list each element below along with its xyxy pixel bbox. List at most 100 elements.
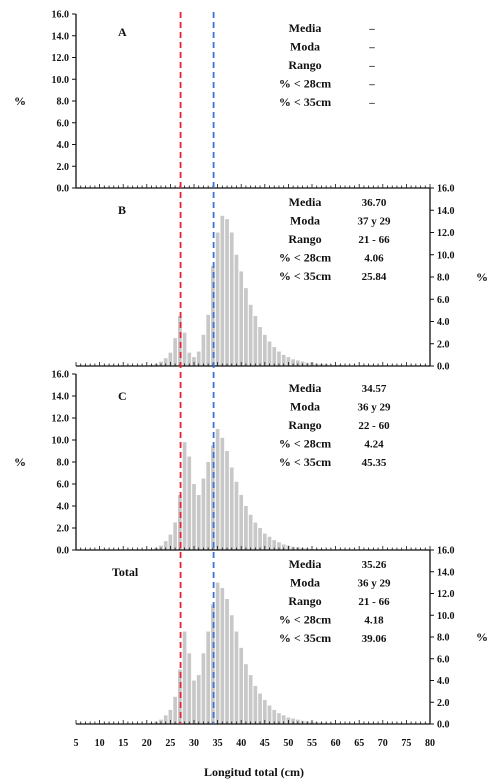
- x-tick-label: 70: [378, 738, 388, 749]
- bar: [196, 495, 201, 550]
- panel-label: B: [118, 203, 126, 217]
- bar: [277, 713, 281, 725]
- bar: [239, 495, 244, 550]
- y-tick-label: 16.0: [437, 546, 455, 557]
- bar: [173, 522, 177, 550]
- bar: [248, 304, 253, 366]
- threshold-lines: [179, 12, 215, 724]
- bar: [201, 478, 206, 550]
- bar: [163, 715, 168, 724]
- y-tick-label: 10.0: [437, 250, 455, 261]
- y-tick-label: 12.0: [437, 589, 455, 600]
- bar: [267, 341, 272, 366]
- bar: [196, 351, 201, 366]
- bar: [192, 680, 196, 724]
- bar: [182, 442, 187, 550]
- stat-value: –: [368, 60, 375, 72]
- bar: [229, 615, 234, 724]
- bar: [234, 631, 239, 724]
- bar: [229, 467, 234, 550]
- bar: [267, 705, 272, 724]
- stat-name: Rango: [288, 594, 321, 608]
- bar: [253, 522, 258, 550]
- stat-name: % < 28cm: [279, 251, 331, 265]
- y-tick-label: 6.0: [437, 654, 450, 665]
- bar: [178, 315, 182, 366]
- y-tick-label: 14.0: [437, 567, 455, 578]
- y-axis-label: %: [476, 270, 488, 284]
- bar: [244, 664, 248, 724]
- bar: [206, 631, 210, 724]
- y-tick-label: 16.0: [52, 10, 70, 21]
- bar: [281, 715, 286, 724]
- bar: [281, 544, 286, 550]
- bar: [192, 357, 196, 366]
- stat-name: Moda: [290, 214, 320, 228]
- y-tick-label: 6.0: [57, 480, 70, 491]
- stat-value: 39.06: [362, 633, 387, 645]
- stat-value: 36.70: [362, 197, 387, 209]
- bar: [234, 481, 239, 550]
- y-tick-label: 2.0: [57, 524, 70, 535]
- x-tick-label: 60: [331, 738, 341, 749]
- y-tick-label: 2.0: [437, 339, 450, 350]
- y-axis-label: %: [14, 94, 26, 108]
- bar: [168, 709, 173, 724]
- stat-value: –: [368, 97, 375, 109]
- stat-name: % < 28cm: [279, 613, 331, 627]
- stat-value: 22 - 60: [358, 420, 390, 432]
- stat-value: –: [368, 42, 375, 54]
- x-tick-label: 10: [95, 738, 105, 749]
- stat-name: Rango: [288, 418, 321, 432]
- bar: [262, 700, 267, 724]
- bar: [296, 360, 300, 366]
- x-tick-label: 80: [425, 738, 435, 749]
- bar: [220, 437, 225, 550]
- y-tick-label: 4.0: [57, 140, 70, 151]
- bar: [286, 357, 291, 366]
- x-axis-label: Longitud total (cm): [204, 765, 304, 779]
- bar: [201, 653, 206, 724]
- bar: [215, 232, 220, 366]
- stat-value: 25.84: [362, 271, 387, 283]
- x-tick-label: 75: [401, 738, 411, 749]
- bar: [248, 514, 253, 550]
- stat-value: 21 - 66: [358, 234, 390, 246]
- bar: [253, 315, 258, 366]
- y-tick-label: 8.0: [437, 273, 450, 284]
- y-axis-label: %: [476, 630, 488, 644]
- panel-b: 0.0 2.0 4.0 6.0 8.0 10.0 12.0 14.0 16.0% B Media 36…: [75, 184, 488, 373]
- stat-name: Media: [289, 21, 322, 35]
- stat-value: 36 y 29: [358, 578, 392, 590]
- bar: [215, 582, 220, 725]
- x-axis: 5 10 15 20 25 30 35 40 45 50 55 60 65 70 75 80: [74, 738, 436, 749]
- bar: [206, 462, 210, 550]
- x-tick-label: 25: [165, 738, 175, 749]
- y-tick-label: 4.0: [437, 317, 450, 328]
- bar: [192, 484, 196, 550]
- stat-name: Moda: [290, 576, 320, 590]
- stat-name: % < 35cm: [279, 95, 331, 109]
- bar: [262, 334, 267, 366]
- bar: [182, 332, 187, 367]
- y-tick-label: 4.0: [437, 676, 450, 687]
- y-tick-label: 10.0: [437, 611, 455, 622]
- bar: [187, 653, 192, 724]
- y-tick-label: 6.0: [437, 295, 450, 306]
- stat-value: 21 - 66: [358, 596, 390, 608]
- x-tick-label: 30: [189, 738, 199, 749]
- stat-name: % < 28cm: [279, 437, 331, 451]
- y-axis-label: %: [14, 455, 26, 469]
- stat-name: % < 35cm: [279, 269, 331, 283]
- y-tick-label: 8.0: [57, 458, 70, 469]
- stat-value: 45.35: [362, 457, 387, 469]
- bar: [239, 647, 244, 725]
- panel-total: 0.0 2.0 4.0 6.0 8.0 10.0 12.0 14.0 16.0% Total Med…: [75, 546, 488, 731]
- x-tick-label: 50: [283, 738, 293, 749]
- bar: [291, 359, 295, 366]
- y-tick-label: 6.0: [57, 118, 70, 129]
- y-tick-label: 10.0: [52, 436, 70, 447]
- stat-value: 4.24: [364, 439, 384, 451]
- y-tick-label: 0.0: [437, 720, 450, 731]
- x-tick-label: 20: [142, 738, 152, 749]
